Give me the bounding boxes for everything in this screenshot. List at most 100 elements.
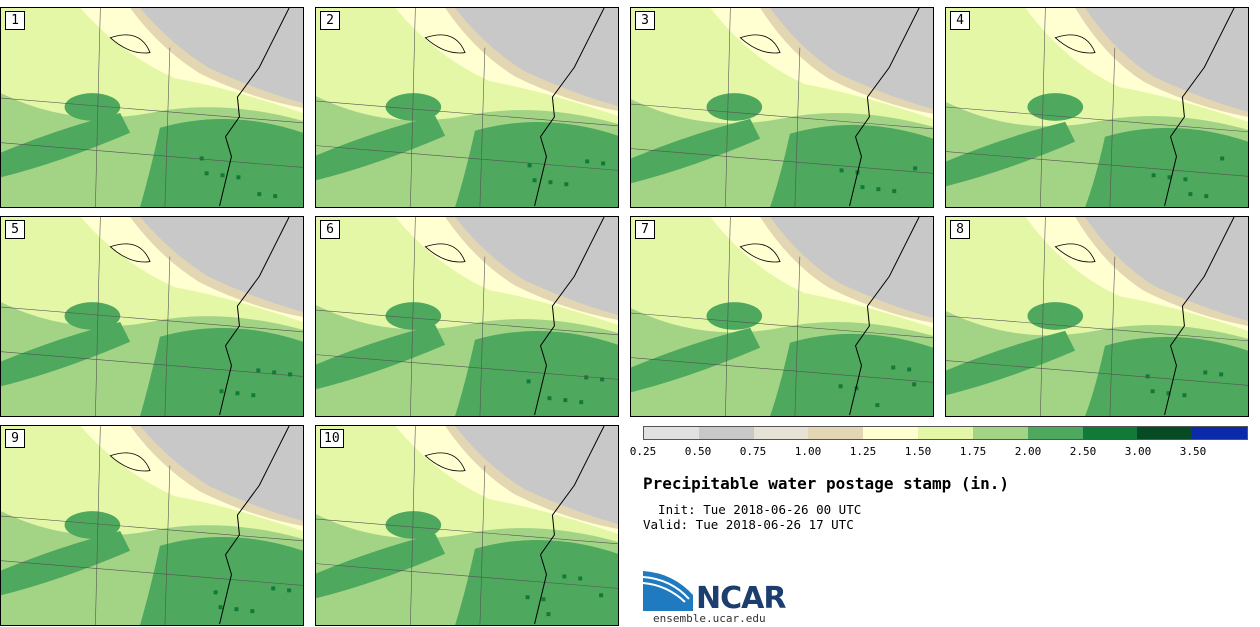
colorbar (643, 426, 1248, 440)
field-moist-south (140, 536, 303, 625)
field-moist-west (631, 118, 761, 184)
site-url: ensemble.ucar.edu (653, 612, 766, 625)
state-boundary (164, 256, 171, 416)
field-spot (547, 396, 552, 401)
field-moist-center (64, 302, 121, 330)
field-moist-center (706, 302, 763, 330)
field-spot (532, 178, 537, 183)
member-panel-1: 1 (0, 7, 304, 208)
field-spot (562, 574, 567, 579)
field-dry (1065, 8, 1248, 112)
field-spot (218, 605, 223, 610)
field-spot (1204, 194, 1209, 199)
field-moist-center (385, 93, 442, 121)
state-boundary (410, 426, 416, 625)
member-panel-3: 3 (630, 7, 934, 208)
state-boundary (164, 47, 171, 207)
map (946, 217, 1248, 416)
state-boundary (631, 312, 933, 339)
member-panel-8: 8 (945, 216, 1249, 417)
field-moist-center (64, 511, 121, 539)
field-spot (288, 372, 293, 377)
great-lakes (1054, 243, 1096, 263)
field-spot (585, 159, 590, 164)
field-spot (287, 588, 292, 593)
field-dry (750, 8, 933, 109)
field-moist-south (455, 121, 618, 207)
colorbar-tick: 2.00 (1014, 445, 1042, 458)
field-spot (527, 163, 532, 168)
field-spot (204, 171, 209, 176)
state-boundary (479, 256, 486, 416)
field-spot (541, 597, 546, 602)
field-spot (839, 168, 844, 173)
field-moist-south (1085, 336, 1248, 416)
field-spot (838, 384, 843, 389)
colorbar-swatch (972, 427, 1028, 439)
state-boundary (725, 8, 731, 207)
field-moist-west (946, 330, 1076, 396)
field-spot (912, 382, 917, 387)
field-spot (1151, 173, 1156, 178)
panel-number: 7 (635, 220, 655, 239)
state-boundary (95, 426, 101, 625)
great-lakes (739, 243, 781, 263)
coastline (219, 8, 290, 207)
field-moist-center (385, 511, 442, 539)
field-spot (546, 612, 551, 617)
field-spot (236, 175, 241, 180)
field-moist-south (770, 124, 933, 207)
great-lakes (109, 452, 151, 472)
field-spot (913, 166, 918, 171)
colorbar-tick: 1.25 (849, 445, 877, 458)
field-spot (213, 590, 218, 595)
member-panel-4: 4 (945, 7, 1249, 208)
field-spot (1182, 393, 1187, 398)
state-boundary (1, 560, 303, 586)
state-boundary (1109, 47, 1116, 207)
field-spot (601, 161, 606, 166)
state-boundary (1, 142, 303, 168)
great-lakes (1054, 34, 1096, 54)
field-dry (435, 8, 618, 107)
panel-number: 2 (320, 11, 340, 30)
field-dry (1065, 217, 1248, 321)
coastline (534, 8, 605, 207)
state-boundary (946, 106, 1248, 133)
field-spot (234, 607, 239, 612)
field-spot (251, 393, 256, 398)
state-boundary (316, 518, 618, 545)
field-spot (1203, 370, 1208, 375)
panel-number: 1 (5, 11, 25, 30)
state-boundary (410, 217, 416, 416)
field-spot (600, 377, 605, 382)
field-moist-west (1, 321, 131, 387)
colorbar-swatch (808, 427, 864, 439)
ncar-logo-text: NCAR (696, 581, 786, 616)
field-moist-west (946, 121, 1076, 187)
field-spot (548, 180, 553, 185)
map (316, 8, 618, 207)
field-spot (875, 403, 880, 408)
state-boundary (946, 360, 1248, 386)
great-lakes (424, 243, 466, 263)
field-spot (599, 593, 604, 598)
member-panel-5: 5 (0, 216, 304, 417)
map (316, 426, 618, 625)
field-dry (120, 217, 303, 313)
field-spot (220, 173, 225, 178)
field-moist-center (64, 93, 121, 121)
member-panel-2: 2 (315, 7, 619, 208)
state-boundary (316, 309, 618, 336)
colorbar-tick: 2.50 (1069, 445, 1097, 458)
coastline (849, 8, 920, 207)
coastline (219, 426, 290, 625)
colorbar-swatch (918, 427, 973, 439)
colorbar-swatch (1192, 427, 1247, 439)
field-spot (1145, 374, 1150, 379)
colorbar-tick: 0.25 (629, 445, 657, 458)
state-boundary (316, 563, 618, 589)
great-lakes (424, 452, 466, 472)
colorbar-tick: 0.50 (684, 445, 712, 458)
panel-number: 10 (320, 429, 344, 448)
